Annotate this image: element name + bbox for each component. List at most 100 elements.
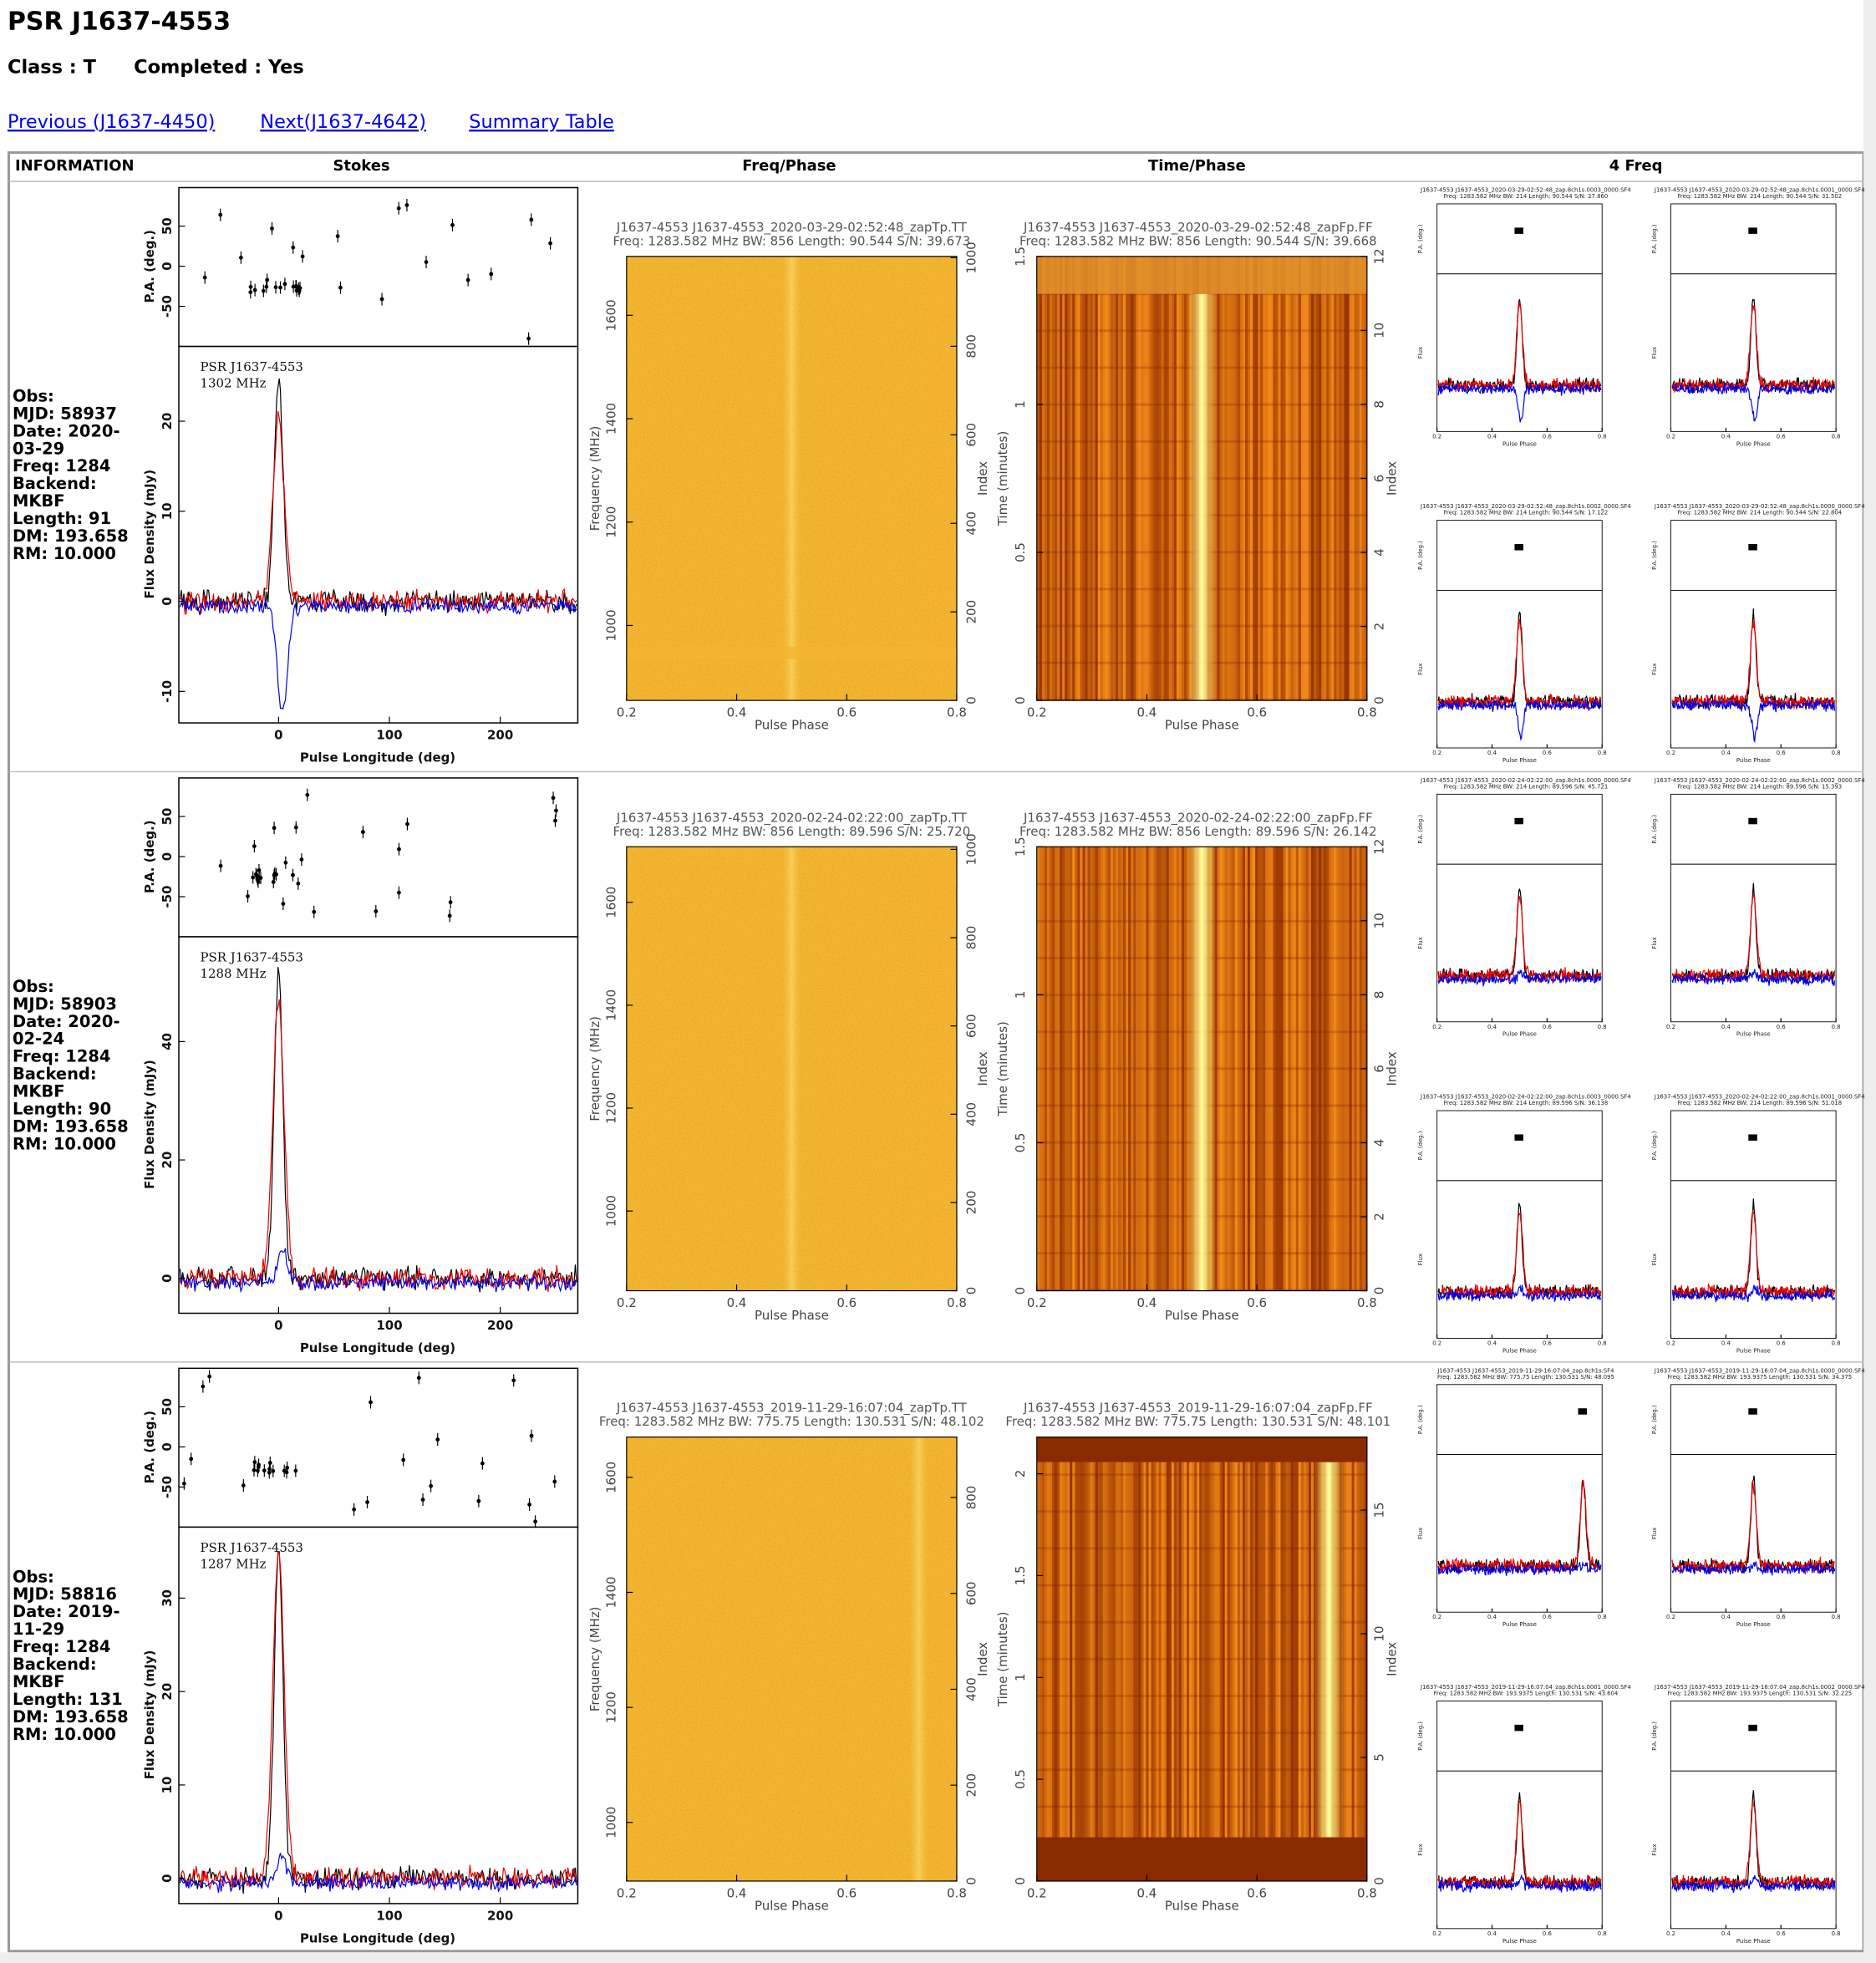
pa-panel bbox=[178, 777, 579, 938]
completed-label: Completed : Yes bbox=[134, 56, 304, 78]
time-phase-column bbox=[1060, 1437, 1063, 1881]
pa-point bbox=[265, 277, 270, 282]
axis-label: P.A. (deg.) bbox=[1651, 1721, 1658, 1751]
axis-label: Flux bbox=[1417, 1843, 1424, 1855]
x-tick-label: 0.8 bbox=[1598, 1340, 1607, 1346]
x-tick-label: 0.8 bbox=[1598, 1024, 1607, 1030]
time-phase-column bbox=[1253, 1437, 1256, 1881]
plot-subtitle: Freq: 1283.582 MHz BW: 214 Length: 90.54… bbox=[1677, 193, 1842, 200]
time-phase-column bbox=[1331, 847, 1335, 1291]
time-phase-column bbox=[1065, 1437, 1068, 1881]
axis-label: P.A. (deg.) bbox=[1417, 224, 1424, 253]
axis-label: P.A. (deg.) bbox=[142, 1411, 157, 1484]
plot-title: J1637-4553 J1637-4553_2020-02-24-02:22:0… bbox=[1420, 1094, 1631, 1101]
time-phase-column bbox=[1067, 256, 1070, 701]
pa-point bbox=[264, 284, 269, 289]
time-phase-column bbox=[1293, 256, 1297, 701]
time-phase-column bbox=[1156, 256, 1160, 701]
time-phase-column bbox=[1049, 847, 1053, 1291]
time-phase-column bbox=[1039, 1437, 1043, 1881]
pa-panel bbox=[1436, 520, 1603, 591]
info-line: Length: 91 bbox=[12, 510, 112, 530]
axis-label: Index bbox=[975, 1642, 990, 1676]
y-tick-label: 0 bbox=[160, 1274, 175, 1282]
x-tick-label: 0.4 bbox=[1487, 433, 1497, 440]
info-line: RM: 10.000 bbox=[12, 1135, 116, 1155]
axis-label: Pulse Phase bbox=[1502, 440, 1537, 447]
profile-line bbox=[1671, 893, 1836, 984]
time-phase-column bbox=[1219, 847, 1223, 1291]
time-phase-column bbox=[1194, 1437, 1197, 1881]
pa-point bbox=[218, 212, 223, 217]
table-header: Time/Phase bbox=[1148, 157, 1246, 175]
profile-line bbox=[1671, 1284, 1836, 1303]
time-phase-column bbox=[1075, 1437, 1078, 1881]
pa-point bbox=[181, 1481, 186, 1486]
y-tick-label: 1.5 bbox=[1013, 837, 1028, 857]
y-tick-label: 1000 bbox=[963, 833, 979, 865]
time-phase-column bbox=[1146, 256, 1149, 701]
x-tick-label: 0.6 bbox=[1777, 1024, 1786, 1030]
y-tick-label: 600 bbox=[963, 1014, 979, 1038]
axis-label: Flux bbox=[1417, 937, 1424, 948]
pa-point bbox=[374, 908, 379, 913]
image-strip bbox=[1036, 1437, 1367, 1462]
pa-point bbox=[527, 1502, 531, 1507]
time-phase-column bbox=[1255, 256, 1258, 701]
profile-line bbox=[1437, 382, 1602, 423]
time-phase-column bbox=[1141, 1437, 1144, 1881]
info-line: Length: 90 bbox=[12, 1101, 112, 1120]
time-phase-column bbox=[1072, 256, 1075, 701]
time-phase-column bbox=[1207, 1437, 1210, 1881]
axis-label: Flux bbox=[1651, 1254, 1658, 1265]
time-phase-column bbox=[1222, 847, 1226, 1291]
time-phase-column bbox=[1097, 847, 1101, 1291]
time-phase-column bbox=[1346, 256, 1350, 701]
flux-panel bbox=[1670, 273, 1837, 432]
x-tick-label: 0.6 bbox=[1777, 1614, 1786, 1620]
time-phase-column bbox=[1087, 847, 1091, 1291]
link-next[interactable]: Next(J1637-4642) bbox=[260, 111, 426, 133]
time-phase-column bbox=[1136, 847, 1139, 1291]
y-tick-label: 600 bbox=[963, 423, 979, 447]
time-phase-column bbox=[1280, 1437, 1284, 1881]
y-tick-label: 20 bbox=[160, 413, 175, 430]
flux-panel bbox=[178, 936, 579, 1315]
y-tick-label: 400 bbox=[963, 1102, 979, 1126]
plot-frame bbox=[626, 1437, 958, 1882]
y-tick-label: 800 bbox=[963, 334, 979, 359]
time-phase-column bbox=[1212, 1437, 1215, 1881]
time-phase-column bbox=[1044, 1437, 1048, 1881]
time-phase-column bbox=[1319, 847, 1322, 1291]
time-phase-column bbox=[1077, 847, 1080, 1291]
link-summary[interactable]: Summary Table bbox=[469, 111, 614, 133]
time-phase-column bbox=[1085, 256, 1088, 701]
time-phase-column bbox=[1192, 1437, 1195, 1881]
x-tick-label: 0.6 bbox=[836, 1885, 857, 1900]
plot-title: J1637-4553 J1637-4553_2020-02-24-02:22:0… bbox=[1654, 1094, 1865, 1101]
time-phase-column bbox=[1057, 1437, 1060, 1881]
x-tick-label: 0.2 bbox=[1027, 1295, 1047, 1310]
y-tick-label: 1400 bbox=[603, 403, 618, 435]
time-phase-column bbox=[1334, 847, 1337, 1291]
x-tick-label: 0.2 bbox=[617, 1295, 637, 1310]
freq-label: 1302 MHz bbox=[200, 375, 266, 390]
time-phase-column bbox=[1356, 847, 1360, 1291]
freq-label: 1287 MHz bbox=[200, 1556, 266, 1571]
subint-line bbox=[1036, 1547, 1367, 1550]
info-line: Obs: bbox=[12, 389, 54, 407]
time-phase-column bbox=[1126, 1437, 1129, 1881]
link-previous[interactable]: Previous (J1637-4450) bbox=[8, 111, 215, 133]
table-header: Stokes bbox=[333, 157, 389, 175]
x-tick-label: 0.2 bbox=[1027, 705, 1047, 720]
y-tick-label: 2 bbox=[1371, 1213, 1386, 1221]
x-tick-label: 0.6 bbox=[1247, 1295, 1267, 1310]
plot-title: J1637-4553 J1637-4553_2020-03-29-02:52:4… bbox=[616, 220, 968, 236]
axis-label: Flux bbox=[1651, 1843, 1658, 1855]
axis-label: Flux Density (mJy) bbox=[142, 470, 157, 599]
info-text: Obs: MJD: 58903 Date: 2020-02-24 Freq: 1284… bbox=[13, 979, 138, 1155]
time-phase-column bbox=[1077, 256, 1080, 701]
axis-label: Flux bbox=[1417, 347, 1424, 359]
time-phase-column bbox=[1283, 847, 1287, 1291]
